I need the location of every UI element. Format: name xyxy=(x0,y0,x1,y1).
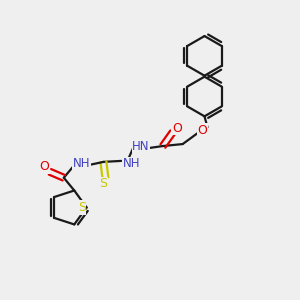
Text: S: S xyxy=(78,201,86,214)
Text: NH: NH xyxy=(122,158,140,170)
Text: O: O xyxy=(198,124,207,137)
Text: NH: NH xyxy=(73,158,90,170)
Text: O: O xyxy=(172,122,182,135)
Text: O: O xyxy=(39,160,49,173)
Text: S: S xyxy=(99,177,107,190)
Text: HN: HN xyxy=(132,140,150,152)
